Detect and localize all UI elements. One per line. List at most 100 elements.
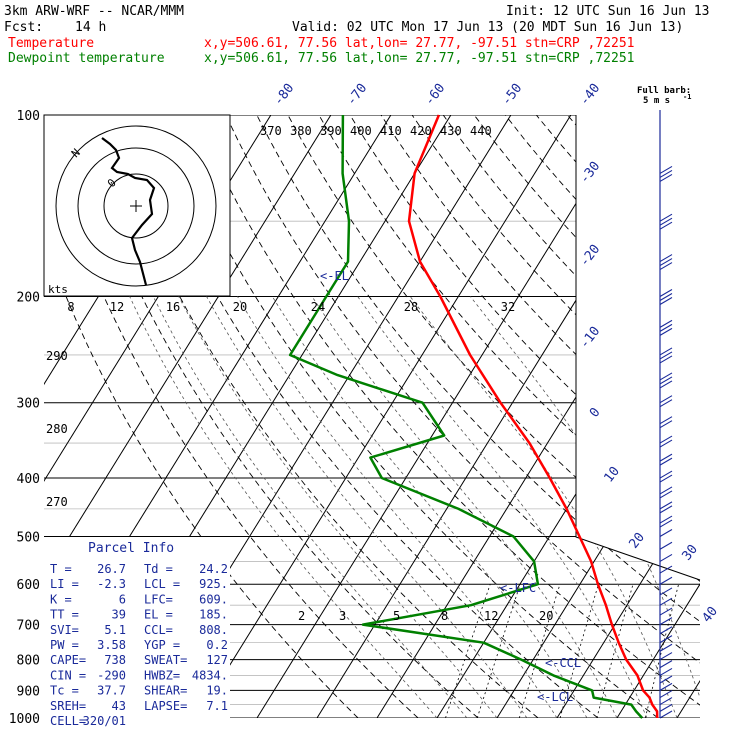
isotherm-line (44, 115, 332, 718)
parcel-info-cell: LFC= (144, 592, 173, 606)
wind-barb (659, 355, 673, 364)
hodograph-speed-label: 24 (311, 300, 325, 314)
sounding-profiles (288, 114, 659, 719)
wind-barb (659, 372, 673, 381)
wind-barb (659, 697, 673, 706)
parcel-info-cell: 26.7 (97, 562, 126, 576)
parcel-info-cell: 39 (112, 608, 126, 622)
dry-adiabat (380, 115, 700, 718)
parcel-info-cell: 19. (206, 684, 228, 698)
parcel-info-cell: CIN = (50, 668, 86, 682)
wind-barb (659, 380, 673, 389)
wind-barb (659, 289, 673, 297)
wind-barb (659, 435, 673, 444)
parcel-info-cell: TT = (50, 608, 79, 622)
el-marker: <-EL (320, 269, 349, 283)
isotherm-tick-label: -10 (577, 324, 603, 352)
moist-adiabat (129, 296, 438, 718)
wind-legend-value: 5 m s (643, 96, 670, 106)
isotherm-line (316, 115, 692, 718)
wind-barb (659, 690, 673, 699)
parcel-info-cell: 127 (206, 653, 228, 667)
wind-legend-title: Full barb: (637, 86, 691, 96)
pressure-tick-label: 500 (17, 530, 40, 545)
parcel-info-cell: 6 (119, 592, 126, 606)
parcel-info-cell: LI = (50, 577, 79, 591)
dewpoint-legend-label: Dewpoint temperature (8, 51, 165, 66)
wind-barb (659, 395, 673, 404)
wind-barb (659, 529, 673, 537)
wind-barb (659, 576, 673, 585)
wind-barb (659, 682, 673, 691)
lfc-marker: <-LFC (500, 581, 536, 595)
wind-barbs (659, 110, 673, 719)
moist-adiabat (178, 296, 498, 718)
dry-adiabat (349, 115, 700, 718)
wind-barb (659, 617, 673, 626)
moist-adiabat (311, 296, 618, 718)
wind-barb (659, 675, 673, 684)
wind-barb (659, 258, 673, 267)
dry-adiabat (132, 115, 599, 718)
isotherm-tick-label: -50 (499, 81, 525, 109)
dry-adiabat (256, 115, 700, 718)
wind-barb (659, 505, 673, 514)
lcl-marker: <-LCL (537, 690, 573, 704)
parcel-info-cell: T = (50, 562, 72, 576)
hodograph-units: kts (48, 283, 68, 296)
wind-barb (659, 457, 673, 466)
parcel-info-cell: 0.2 (206, 638, 228, 652)
parcel-info-cell: SVI= (50, 623, 79, 637)
parcel-info-panel: Parcel Info T = 26.7 Td = 24.2 LI = -2.3 LCL =… (44, 537, 230, 728)
dry-adiabat (442, 115, 700, 718)
parcel-info-cell: 609. (199, 592, 228, 606)
wind-barb (659, 165, 673, 174)
parcel-info-cell: -290 (97, 668, 126, 682)
parcel-info-cell: Tc = (50, 684, 79, 698)
parcel-info-cell: K = (50, 592, 72, 606)
parcel-info-cell: -2.3 (97, 577, 126, 591)
wind-barb (659, 652, 673, 661)
parcel-info-cell: SREH= (50, 699, 86, 713)
pressure-tick-label: 800 (17, 654, 40, 669)
wind-barb (659, 474, 673, 483)
dry-adiabat (598, 115, 700, 718)
isotherm-tick-label: 40 (700, 604, 721, 626)
wind-barb (659, 416, 673, 425)
moist-adiabat (470, 296, 700, 718)
dewpoint-profile (288, 114, 644, 719)
isotherm-line (196, 115, 572, 718)
moist-adiabat (357, 296, 648, 718)
temperature-location: x,y=506.61, 77.56 lat,lon= 27.77, -97.51… (204, 36, 634, 51)
theta-label: 280 (46, 422, 68, 436)
isotherm-line (556, 115, 700, 718)
mixing-ratio-label: 2 (298, 609, 305, 623)
parcel-info-cell: 37.7 (97, 684, 126, 698)
moist-adiabat (271, 296, 588, 718)
parcel-info-cell: 5.1 (104, 623, 126, 637)
wind-barb (659, 587, 673, 596)
isotherm-tick-label: 0 (587, 405, 604, 420)
parcel-info-cell: Td = (144, 562, 173, 576)
theta-e-label: 420 (410, 124, 432, 138)
parcel-info-cell: SHEAR= (144, 684, 187, 698)
wind-barb (659, 221, 673, 230)
dry-adiabat (225, 115, 700, 718)
theta-label: 270 (46, 495, 68, 509)
hodograph-ring (77, 147, 195, 265)
wind-barb (659, 703, 673, 712)
moist-adiabat (152, 296, 468, 718)
hodograph-ring (103, 173, 169, 239)
parcel-info-title: Parcel Info (88, 541, 174, 556)
wind-barb (659, 399, 673, 408)
wind-barb (659, 173, 673, 182)
hodograph-trace (101, 137, 156, 286)
isotherm-tick-label: -70 (344, 81, 370, 109)
wind-barb (659, 262, 673, 271)
wind-barb (659, 519, 673, 528)
parcel-info-cell: 43 (112, 699, 126, 713)
theta-e-label: 440 (470, 124, 492, 138)
hodograph-speed-label: 28 (404, 300, 418, 314)
parcel-info-cell: PW = (50, 638, 79, 652)
